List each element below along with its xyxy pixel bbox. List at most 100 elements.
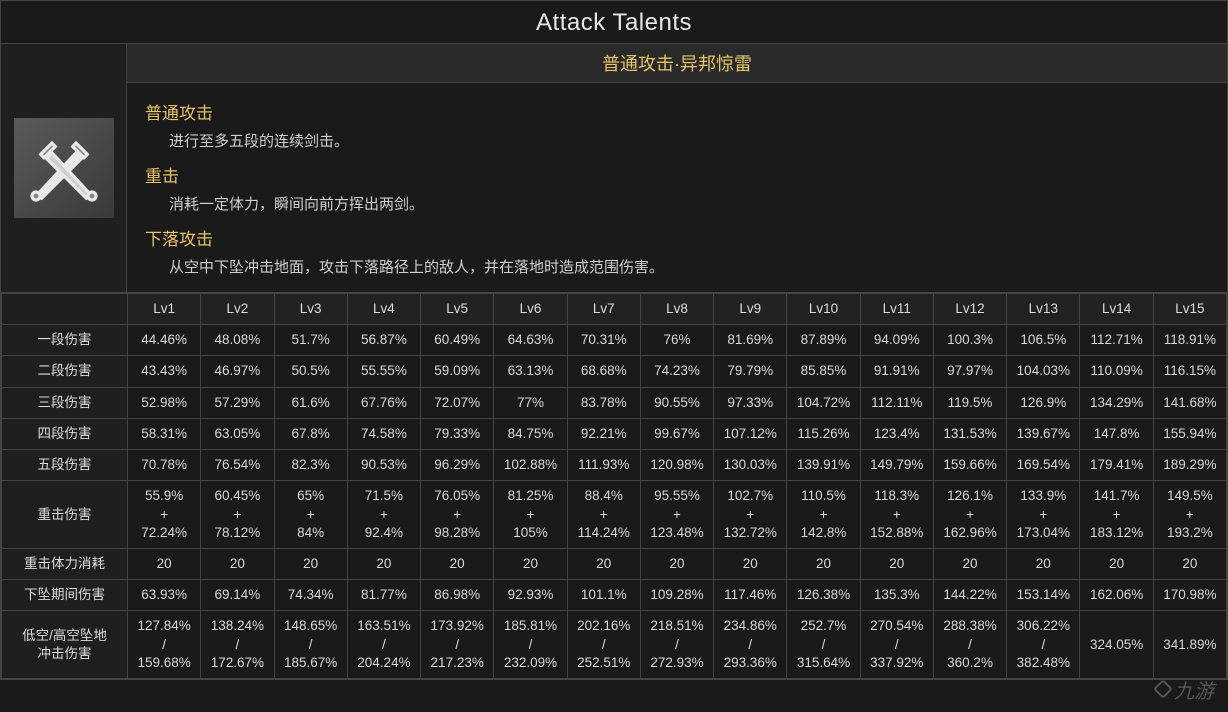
- level-header: Lv12: [933, 294, 1006, 325]
- stat-cell: 20: [787, 548, 860, 579]
- stat-cell: 59.09%: [421, 356, 494, 387]
- stat-cell: 218.51% / 272.93%: [640, 611, 713, 679]
- stat-cell: 138.24% / 172.67%: [201, 611, 274, 679]
- stat-cell: 133.9% + 173.04%: [1007, 481, 1080, 549]
- stat-cell: 55.9% + 72.24%: [128, 481, 201, 549]
- row-label: 重击体力消耗: [2, 548, 128, 579]
- stat-cell: 104.72%: [787, 387, 860, 418]
- stat-cell: 252.7% / 315.64%: [787, 611, 860, 679]
- level-header: Lv2: [201, 294, 274, 325]
- stat-cell: 92.93%: [494, 580, 567, 611]
- stat-cell: 76%: [640, 325, 713, 356]
- stat-cell: 162.06%: [1080, 580, 1153, 611]
- stat-cell: 69.14%: [201, 580, 274, 611]
- level-header: Lv9: [714, 294, 787, 325]
- stat-cell: 44.46%: [128, 325, 201, 356]
- stat-cell: 71.5% + 92.4%: [347, 481, 420, 549]
- stat-cell: 127.84% / 159.68%: [128, 611, 201, 679]
- level-header: Lv1: [128, 294, 201, 325]
- talent-description: 普通攻击进行至多五段的连续剑击。重击消耗一定体力，瞬间向前方挥出两剑。下落攻击从…: [127, 83, 1227, 292]
- stat-cell: 86.98%: [421, 580, 494, 611]
- stat-cell: 61.6%: [274, 387, 347, 418]
- stat-cell: 20: [201, 548, 274, 579]
- stat-cell: 90.53%: [347, 450, 420, 481]
- level-header: Lv6: [494, 294, 567, 325]
- level-header: Lv11: [860, 294, 933, 325]
- stat-cell: 202.16% / 252.51%: [567, 611, 640, 679]
- stat-cell: 52.98%: [128, 387, 201, 418]
- stat-cell: 90.55%: [640, 387, 713, 418]
- stat-cell: 60.45% + 78.12%: [201, 481, 274, 549]
- stat-cell: 234.86% / 293.36%: [714, 611, 787, 679]
- stat-cell: 153.14%: [1007, 580, 1080, 611]
- stat-cell: 64.63%: [494, 325, 567, 356]
- stat-cell: 87.89%: [787, 325, 860, 356]
- table-corner: [2, 294, 128, 325]
- stat-cell: 100.3%: [933, 325, 1006, 356]
- stat-cell: 141.7% + 183.12%: [1080, 481, 1153, 549]
- stat-cell: 20: [421, 548, 494, 579]
- stat-cell: 110.09%: [1080, 356, 1153, 387]
- stat-cell: 341.89%: [1153, 611, 1226, 679]
- table-row: 三段伤害52.98%57.29%61.6%67.76%72.07%77%83.7…: [2, 387, 1227, 418]
- stat-cell: 139.91%: [787, 450, 860, 481]
- stat-cell: 173.92% / 217.23%: [421, 611, 494, 679]
- stat-cell: 74.58%: [347, 418, 420, 449]
- stat-cell: 148.65% / 185.67%: [274, 611, 347, 679]
- table-row: 下坠期间伤害63.93%69.14%74.34%81.77%86.98%92.9…: [2, 580, 1227, 611]
- stat-cell: 63.05%: [201, 418, 274, 449]
- stat-cell: 88.4% + 114.24%: [567, 481, 640, 549]
- level-header: Lv5: [421, 294, 494, 325]
- desc-text: 进行至多五段的连续剑击。: [145, 130, 1209, 154]
- stat-cell: 76.05% + 98.28%: [421, 481, 494, 549]
- stat-cell: 306.22% / 382.48%: [1007, 611, 1080, 679]
- stat-cell: 141.68%: [1153, 387, 1226, 418]
- stat-cell: 106.5%: [1007, 325, 1080, 356]
- stat-cell: 102.7% + 132.72%: [714, 481, 787, 549]
- desc-text: 消耗一定体力，瞬间向前方挥出两剑。: [145, 193, 1209, 217]
- stat-cell: 131.53%: [933, 418, 1006, 449]
- stat-cell: 82.3%: [274, 450, 347, 481]
- stat-cell: 56.87%: [347, 325, 420, 356]
- stat-cell: 20: [1007, 548, 1080, 579]
- stat-cell: 76.54%: [201, 450, 274, 481]
- level-header: Lv7: [567, 294, 640, 325]
- stat-cell: 95.55% + 123.48%: [640, 481, 713, 549]
- stat-cell: 112.71%: [1080, 325, 1153, 356]
- stat-cell: 60.49%: [421, 325, 494, 356]
- panel-title: Attack Talents: [1, 1, 1227, 44]
- table-row: 重击体力消耗202020202020202020202020202020: [2, 548, 1227, 579]
- stat-cell: 70.31%: [567, 325, 640, 356]
- stat-cell: 126.38%: [787, 580, 860, 611]
- row-label: 三段伤害: [2, 387, 128, 418]
- talent-info: 普通攻击·异邦惊雷 普通攻击进行至多五段的连续剑击。重击消耗一定体力，瞬间向前方…: [127, 44, 1227, 292]
- desc-text: 从空中下坠冲击地面，攻击下落路径上的敌人，并在落地时造成范围伤害。: [145, 256, 1209, 280]
- stat-cell: 74.23%: [640, 356, 713, 387]
- stat-cell: 110.5% + 142.8%: [787, 481, 860, 549]
- level-header: Lv10: [787, 294, 860, 325]
- stat-cell: 63.93%: [128, 580, 201, 611]
- talent-header: 普通攻击·异邦惊雷 普通攻击进行至多五段的连续剑击。重击消耗一定体力，瞬间向前方…: [1, 44, 1227, 293]
- stat-cell: 81.25% + 105%: [494, 481, 567, 549]
- row-label: 重击伤害: [2, 481, 128, 549]
- table-row: 四段伤害58.31%63.05%67.8%74.58%79.33%84.75%9…: [2, 418, 1227, 449]
- stat-cell: 111.93%: [567, 450, 640, 481]
- level-header: Lv15: [1153, 294, 1226, 325]
- stat-cell: 79.33%: [421, 418, 494, 449]
- stat-cell: 20: [1153, 548, 1226, 579]
- stat-cell: 79.79%: [714, 356, 787, 387]
- stat-cell: 74.34%: [274, 580, 347, 611]
- stat-cell: 20: [347, 548, 420, 579]
- stat-cell: 55.55%: [347, 356, 420, 387]
- talent-icon-cell: [1, 44, 127, 292]
- stat-cell: 185.81% / 232.09%: [494, 611, 567, 679]
- row-label: 下坠期间伤害: [2, 580, 128, 611]
- stat-cell: 109.28%: [640, 580, 713, 611]
- level-header: Lv13: [1007, 294, 1080, 325]
- stat-cell: 94.09%: [860, 325, 933, 356]
- stat-cell: 288.38% / 360.2%: [933, 611, 1006, 679]
- talent-name: 普通攻击·异邦惊雷: [127, 44, 1227, 83]
- stat-cell: 99.67%: [640, 418, 713, 449]
- stat-cell: 118.91%: [1153, 325, 1226, 356]
- stat-cell: 324.05%: [1080, 611, 1153, 679]
